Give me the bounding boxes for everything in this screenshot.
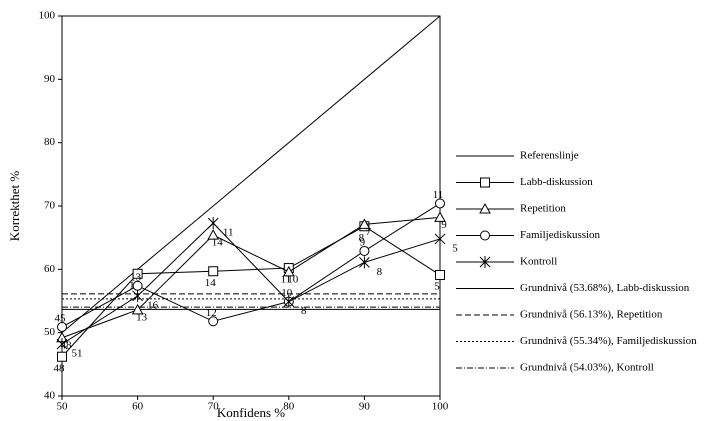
count-label: 8 (377, 266, 383, 278)
marker (207, 217, 219, 230)
count-label: 8 (359, 232, 365, 244)
y-tick-label: 70 (44, 200, 56, 212)
count-label: 10 (281, 287, 293, 299)
x-tick-label: 60 (132, 401, 144, 413)
legend-label: Familjediskussion (520, 229, 601, 241)
series-line (61, 222, 441, 345)
count-label: 5 (452, 242, 458, 254)
legend-label: Grundnivå (56.13%), Repetition (520, 309, 663, 321)
marker (479, 256, 491, 268)
marker (359, 245, 370, 256)
marker (208, 316, 219, 327)
marker (56, 338, 68, 351)
marker (358, 218, 371, 229)
legend-label: Grundnivå (55.34%), Familjediskussion (520, 335, 697, 347)
marker (207, 229, 220, 240)
legend-label: Repetition (520, 203, 566, 215)
count-label: 5 (434, 281, 440, 293)
count-label: 45 (55, 312, 67, 324)
marker (57, 351, 67, 362)
y-tick-label: 50 (44, 326, 56, 338)
count-label: 12 (206, 307, 217, 319)
marker (435, 270, 445, 281)
marker (132, 289, 143, 302)
count-label: 7 (366, 226, 372, 238)
marker (434, 211, 446, 222)
count-label: 11 (281, 274, 292, 286)
count-label: 14 (212, 237, 224, 249)
count-label: 48 (61, 339, 73, 351)
count-label: 11 (223, 227, 234, 239)
marker (480, 177, 490, 188)
marker (435, 198, 445, 209)
x-tick-label: 50 (57, 401, 69, 413)
plot-frame (61, 15, 441, 397)
count-label: 9 (441, 219, 447, 231)
legend-label: Referenslinje (520, 150, 579, 162)
marker (282, 265, 295, 277)
x-tick-label: 100 (432, 401, 449, 413)
count-label: 11 (433, 189, 444, 201)
marker (359, 256, 370, 269)
count-label: 10 (287, 273, 299, 285)
x-tick-label: 90 (359, 401, 371, 413)
marker (208, 266, 219, 277)
legend-label: Grundnivå (53.68%), Labb-diskussion (520, 282, 690, 294)
y-tick-label: 80 (44, 136, 56, 148)
x-tick-label: 80 (283, 401, 295, 413)
y-tick-label: 90 (44, 73, 56, 85)
count-label: 13 (130, 271, 142, 283)
legend-label: Labb-diskussion (520, 176, 593, 188)
marker (283, 295, 295, 308)
y-tick-label: 40 (44, 390, 56, 402)
marker (434, 232, 446, 245)
marker (479, 202, 491, 214)
marker (480, 230, 490, 241)
count-label: 9 (360, 236, 366, 248)
marker (131, 303, 144, 315)
y-axis-label: Korrekthet % (7, 171, 22, 242)
legend-label: Grundnivå (54.03%), Kontroll (520, 362, 654, 374)
x-axis-label: Konfidens % (217, 405, 285, 420)
count-label: 14 (205, 277, 217, 289)
series-line (61, 225, 441, 358)
legend-label: Kontroll (520, 256, 557, 268)
marker (132, 268, 143, 279)
x-tick-label: 70 (208, 401, 220, 413)
y-tick-label: 60 (44, 263, 56, 275)
count-label: 16 (147, 299, 159, 311)
reference-line (61, 15, 441, 334)
count-label: 13 (136, 311, 148, 323)
series-line (61, 216, 441, 339)
marker (57, 321, 67, 332)
count-label: 48 (54, 362, 66, 374)
series-line (61, 203, 441, 328)
count-label: 8 (301, 305, 307, 317)
y-tick-label: 100 (39, 10, 56, 22)
count-label: 51 (72, 348, 83, 360)
